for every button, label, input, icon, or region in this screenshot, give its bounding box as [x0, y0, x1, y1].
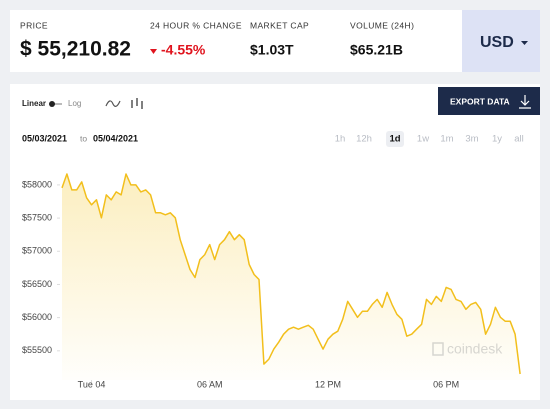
range-button[interactable]: 1d [389, 134, 400, 145]
x-tick-label: 06 AM [197, 379, 223, 389]
range-active-bg [386, 131, 404, 147]
range-button[interactable]: 1w [417, 134, 429, 145]
range-button[interactable]: 1y [492, 134, 502, 145]
x-tick-label: 12 PM [315, 379, 341, 389]
toggle-knob [49, 101, 55, 107]
y-tick-label: $57500 [22, 212, 52, 222]
y-tick-label: $56500 [22, 279, 52, 289]
scale-log[interactable]: Log [68, 99, 81, 108]
y-tick-label: $57000 [22, 246, 52, 256]
y-tick-label: $55500 [22, 345, 52, 355]
stats-panel [10, 10, 462, 72]
stat-label: PRICE [20, 20, 48, 30]
stat-label: VOLUME (24H) [350, 20, 414, 30]
date-to: 05/04/2021 [93, 133, 138, 143]
range-button[interactable]: all [514, 134, 524, 145]
price-line [61, 173, 521, 375]
down-arrow [150, 49, 157, 54]
range-button[interactable]: 1h [335, 134, 346, 145]
line-icon[interactable] [105, 100, 121, 107]
candle-icon[interactable] [131, 98, 143, 109]
stat-label: MARKET CAP [250, 20, 309, 30]
change-value: -4.55% [161, 42, 206, 58]
export-label: EXPORT DATA [450, 96, 510, 106]
stat-value: $1.03T [250, 42, 294, 58]
scale-linear[interactable]: Linear [22, 99, 46, 108]
y-tick-label: $56000 [22, 312, 52, 322]
scale-toggle[interactable] [49, 101, 62, 107]
export-bg [438, 87, 540, 115]
export-button[interactable]: EXPORT DATA [438, 87, 540, 115]
currency-label: USD [480, 34, 514, 51]
y-tick-label: $58000 [22, 179, 52, 189]
range-button[interactable]: 1m [440, 134, 453, 145]
stat-label: 24 HOUR % CHANGE [150, 20, 242, 30]
range-button[interactable]: 3m [465, 134, 478, 145]
price-value: $ 55,210.82 [20, 38, 131, 61]
stat-value: $65.21B [350, 42, 403, 58]
x-tick-label: Tue 04 [78, 379, 106, 389]
range-button[interactable]: 12h [356, 134, 372, 145]
currency-button[interactable]: USD [462, 10, 540, 72]
x-tick-label: 06 PM [433, 379, 459, 389]
date-from: 05/03/2021 [22, 133, 67, 143]
date-sep: to [80, 133, 87, 143]
caret [521, 41, 528, 45]
download-icon [519, 95, 531, 109]
